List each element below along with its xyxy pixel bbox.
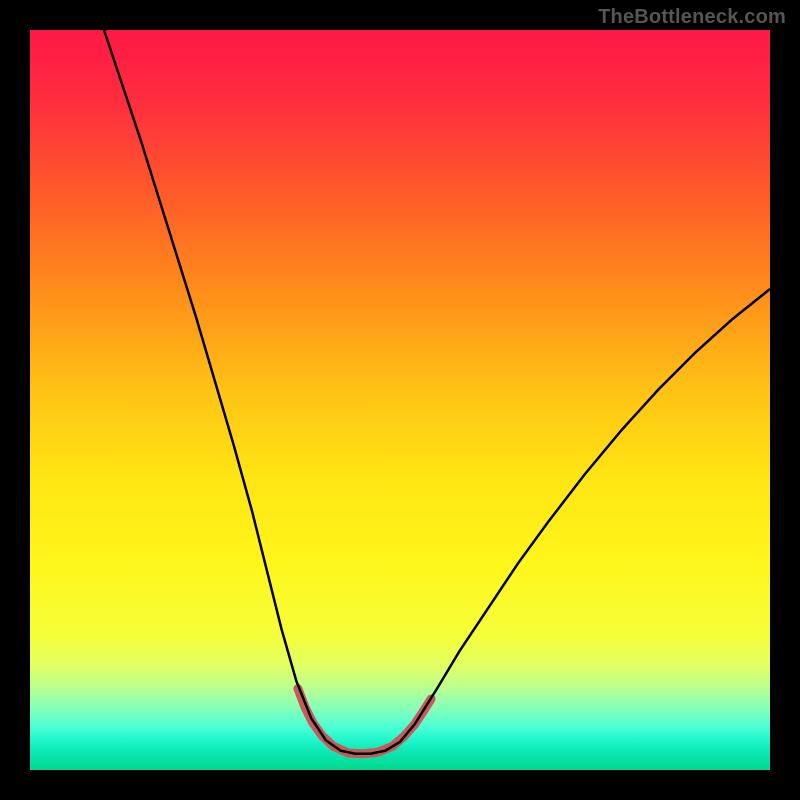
watermark-text: TheBottleneck.com bbox=[598, 6, 786, 29]
chart-frame: TheBottleneck.com bbox=[0, 0, 800, 800]
plot-area bbox=[30, 30, 770, 770]
chart-svg bbox=[30, 30, 770, 770]
